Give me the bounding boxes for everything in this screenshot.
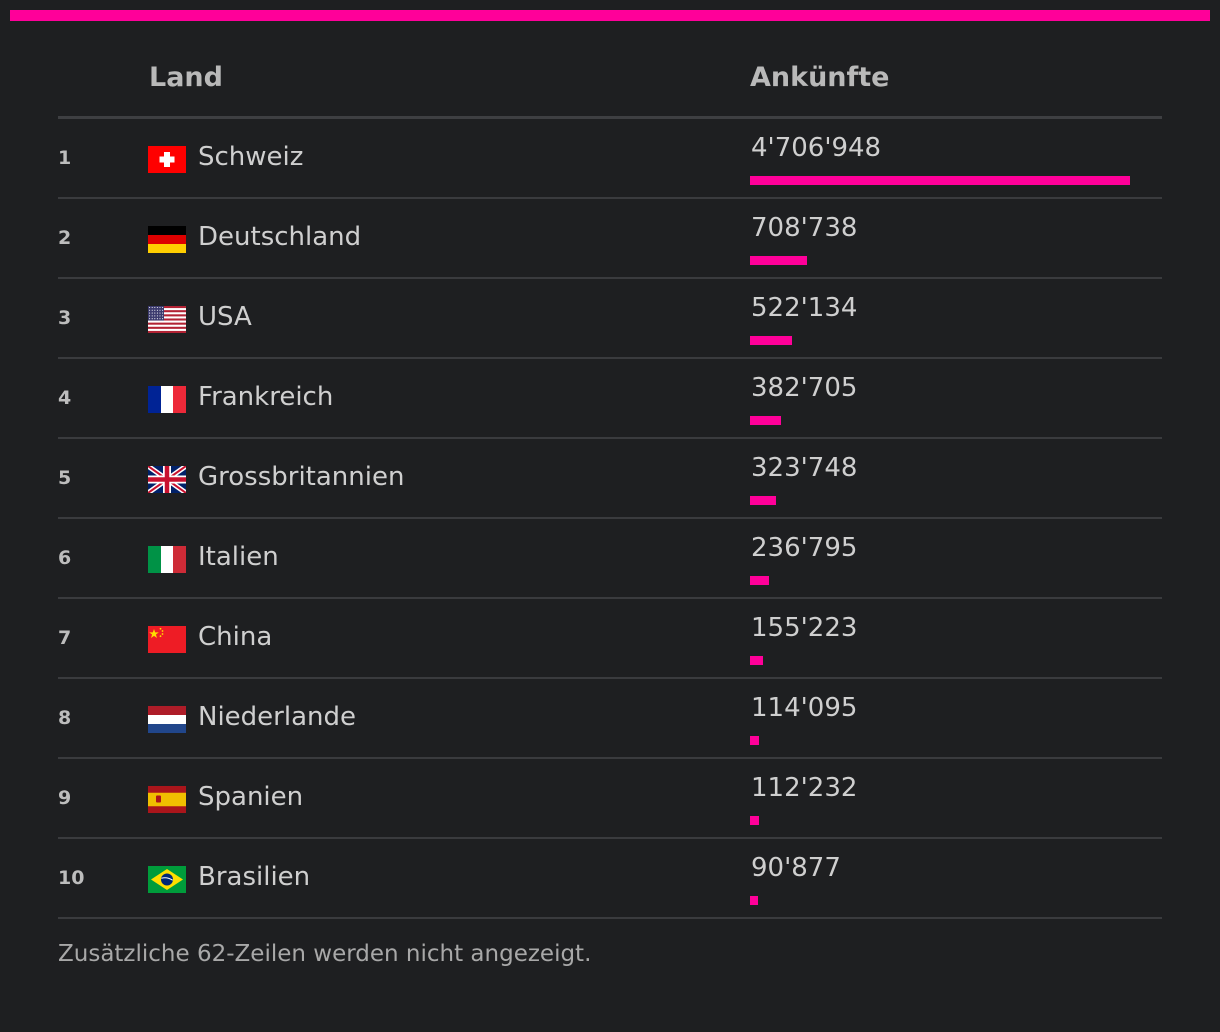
column-header-ankuenfte: Ankünfte — [750, 62, 890, 93]
arrivals-value: 382'705 — [751, 373, 858, 403]
ranking-table: Land Ankünfte 1 Schweiz 4'706'948 2 Deutschl… — [58, 40, 1162, 919]
table-row: 4 Frankreich 382'705 — [58, 359, 1162, 439]
swiss-flag-icon — [148, 146, 186, 173]
country-name: Schweiz — [198, 142, 304, 172]
table-header: Land Ankünfte — [58, 40, 1162, 119]
rank-number: 6 — [58, 547, 72, 569]
rank-number: 7 — [58, 627, 72, 649]
country-name: Brasilien — [198, 862, 311, 892]
column-header-land: Land — [149, 62, 223, 93]
country-name: Deutschland — [198, 222, 362, 252]
table-body: 1 Schweiz 4'706'948 2 Deutschland 708'738 3 USA… — [58, 119, 1162, 919]
arrivals-value: 155'223 — [751, 613, 858, 643]
table-row: 6 Italien 236'795 — [58, 519, 1162, 599]
arrivals-bar — [750, 256, 807, 265]
table-row: 1 Schweiz 4'706'948 — [58, 119, 1162, 199]
arrivals-value: 323'748 — [751, 453, 858, 483]
arrivals-value: 236'795 — [751, 533, 858, 563]
arrivals-bar — [750, 496, 776, 505]
accent-bar — [10, 10, 1210, 21]
footnote: Zusätzliche 62-Zeilen werden nicht angez… — [58, 941, 592, 967]
table-row: 7 China 155'223 — [58, 599, 1162, 679]
french-flag-icon — [148, 386, 186, 413]
country-name: Niederlande — [198, 702, 356, 732]
rank-number: 2 — [58, 227, 72, 249]
country-name: Grossbritannien — [198, 462, 405, 492]
uk-flag-icon — [148, 466, 186, 493]
italian-flag-icon — [148, 546, 186, 573]
rank-number: 3 — [58, 307, 72, 329]
table-row: 10 Brasilien 90'877 — [58, 839, 1162, 919]
arrivals-bar — [750, 896, 758, 905]
arrivals-value: 114'095 — [751, 693, 858, 723]
arrivals-value: 90'877 — [751, 853, 841, 883]
arrivals-bar — [750, 416, 781, 425]
rank-number: 10 — [58, 867, 85, 889]
country-name: USA — [198, 302, 252, 332]
arrivals-value: 4'706'948 — [751, 133, 882, 163]
german-flag-icon — [148, 226, 186, 253]
table-row: 9 Spanien 112'232 — [58, 759, 1162, 839]
arrivals-value: 708'738 — [751, 213, 858, 243]
country-name: Italien — [198, 542, 279, 572]
brazilian-flag-icon — [148, 866, 186, 893]
arrivals-bar — [750, 816, 759, 825]
spanish-flag-icon — [148, 786, 186, 813]
arrivals-value: 112'232 — [751, 773, 858, 803]
rank-number: 5 — [58, 467, 72, 489]
country-name: China — [198, 622, 273, 652]
rank-number: 8 — [58, 707, 72, 729]
arrivals-bar — [750, 736, 759, 745]
arrivals-bar — [750, 656, 763, 665]
table-row: 3 USA 522'134 — [58, 279, 1162, 359]
usa-flag-icon — [148, 306, 186, 333]
rank-number: 4 — [58, 387, 72, 409]
dutch-flag-icon — [148, 706, 186, 733]
arrivals-bar — [750, 176, 1130, 185]
table-row: 5 Grossbritannien 323'748 — [58, 439, 1162, 519]
country-name: Spanien — [198, 782, 304, 812]
table-row: 2 Deutschland 708'738 — [58, 199, 1162, 279]
rank-number: 1 — [58, 147, 72, 169]
arrivals-bar — [750, 336, 792, 345]
arrivals-bar — [750, 576, 769, 585]
chinese-flag-icon — [148, 626, 186, 653]
table-row: 8 Niederlande 114'095 — [58, 679, 1162, 759]
arrivals-value: 522'134 — [751, 293, 858, 323]
rank-number: 9 — [58, 787, 72, 809]
country-name: Frankreich — [198, 382, 334, 412]
